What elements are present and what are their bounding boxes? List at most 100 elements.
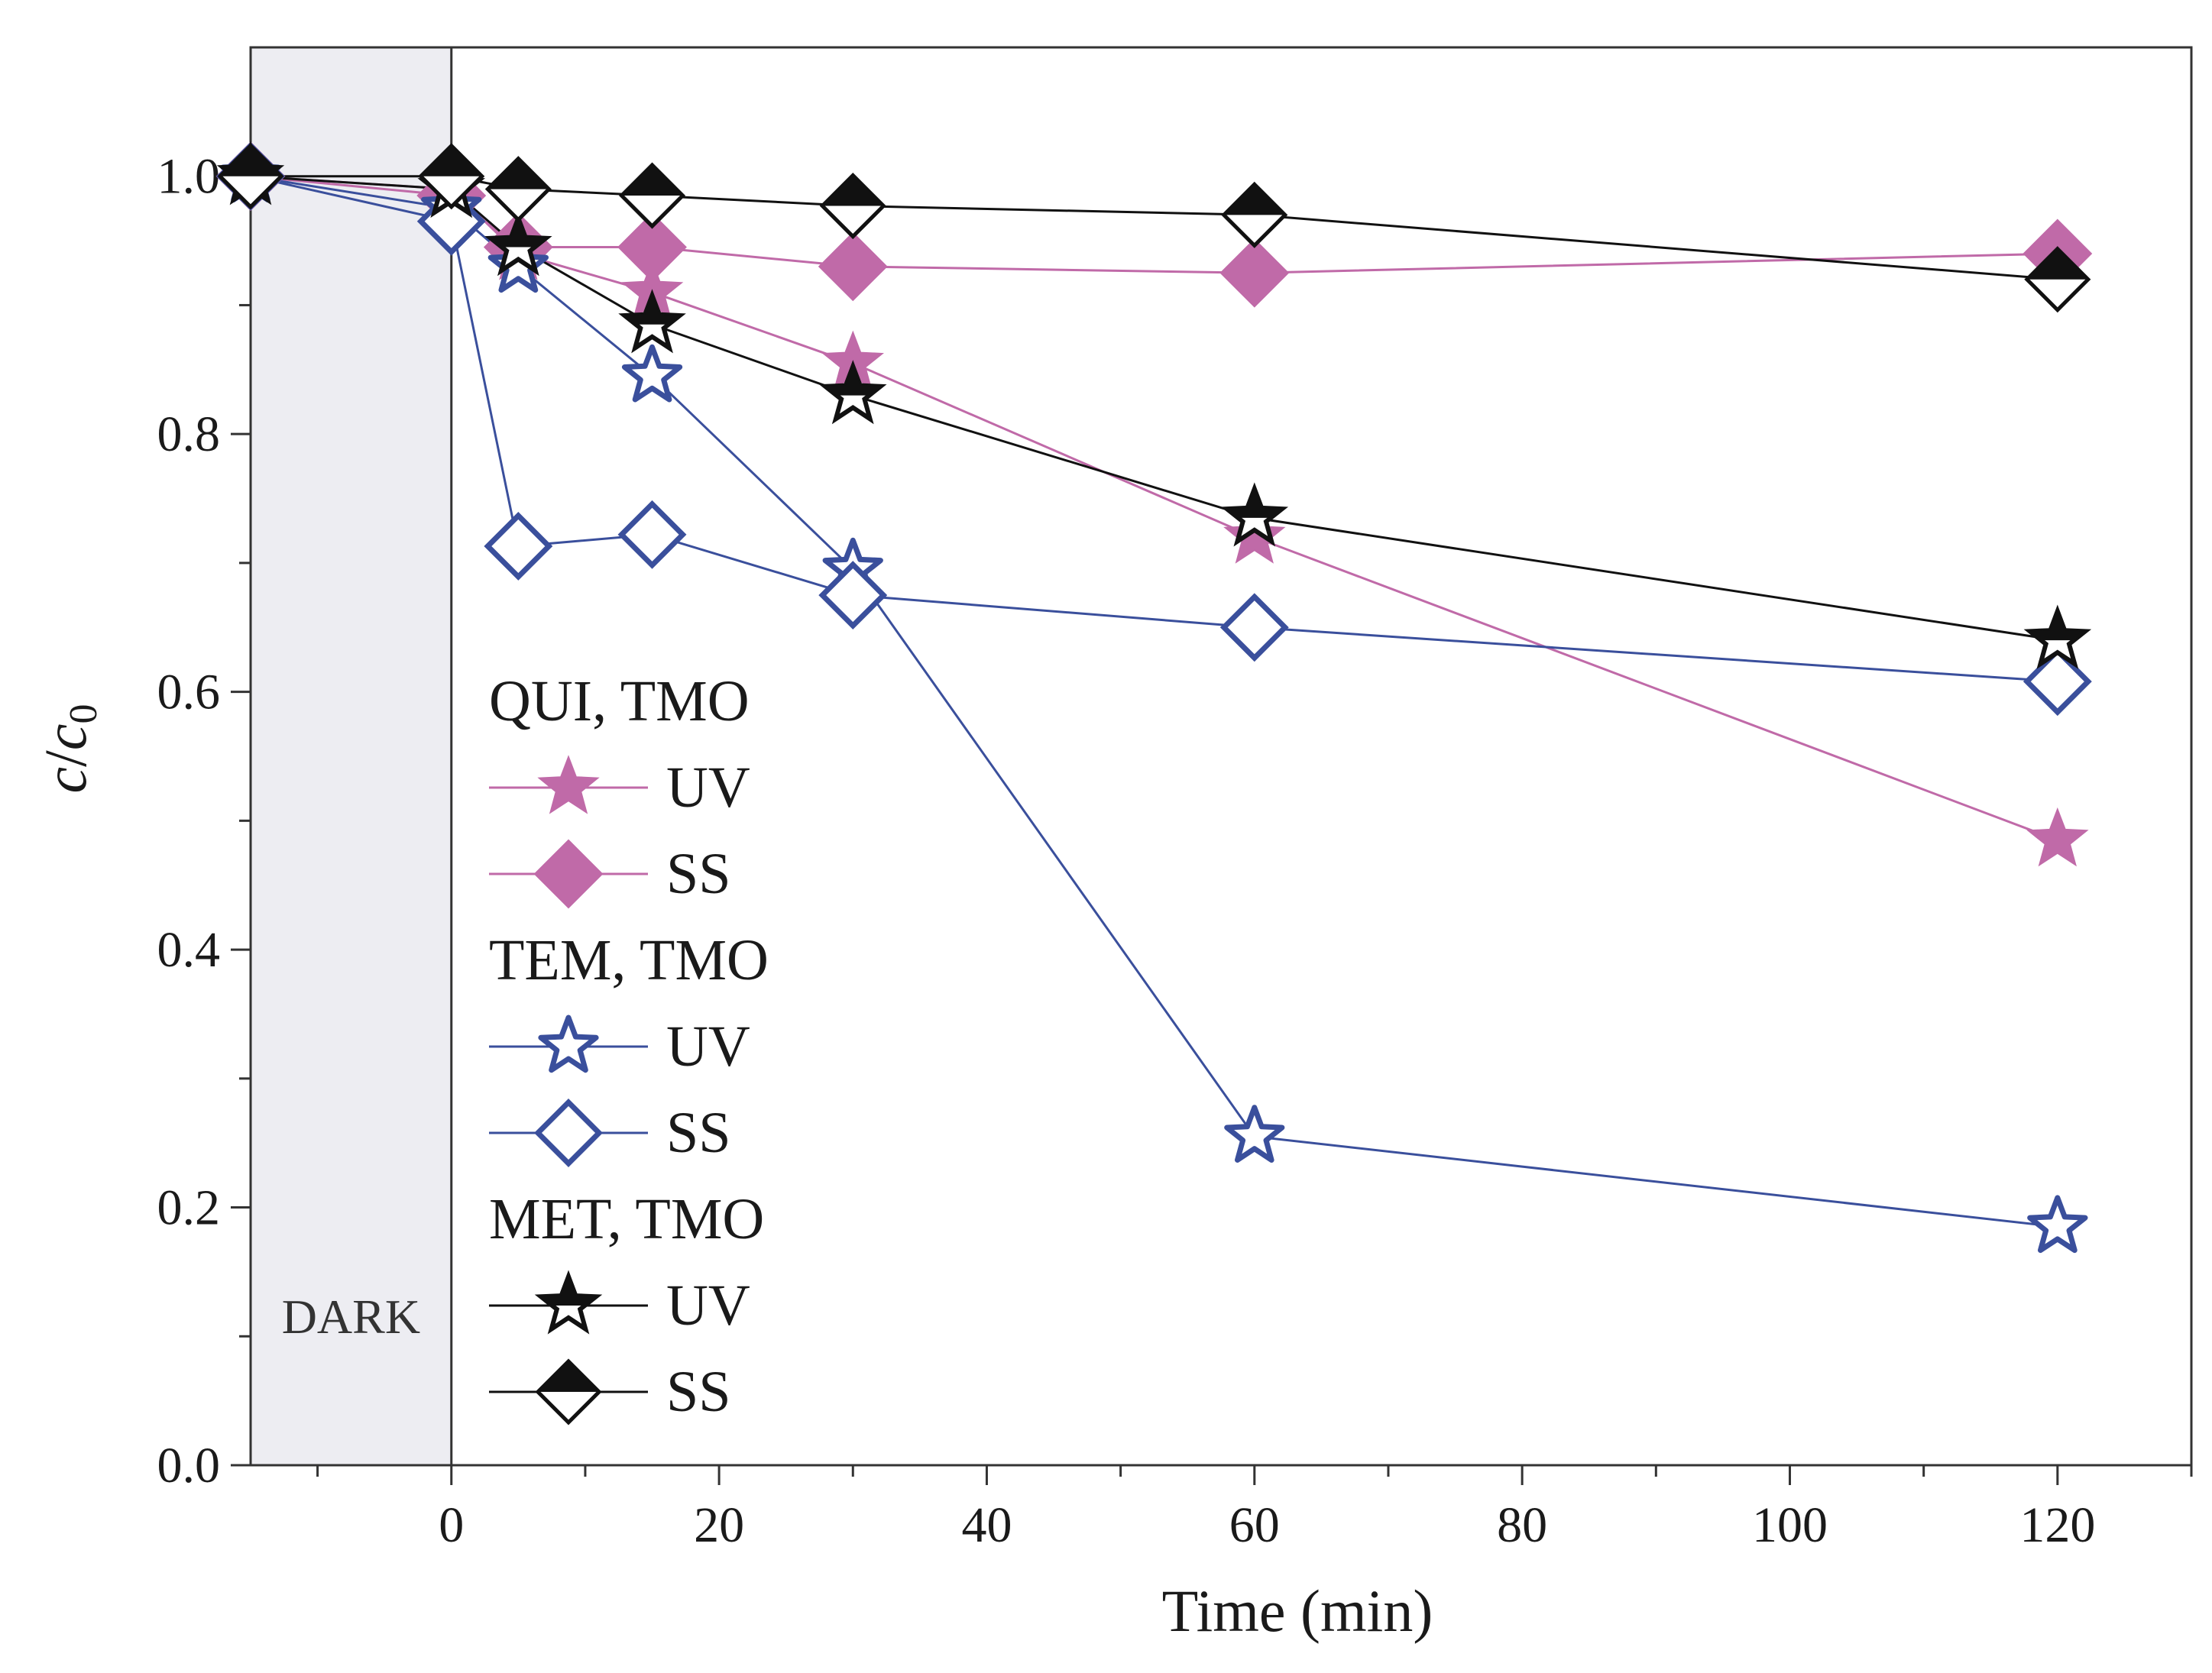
diamond-shape [617, 500, 687, 569]
data-point-s3-2 [484, 512, 553, 581]
y-tick-label: 0.6 [157, 665, 221, 720]
legend-marker [534, 1099, 603, 1167]
legend-marker [535, 1358, 602, 1425]
diamond-shape [617, 212, 687, 282]
legend-group-title: TEM, TMO [489, 928, 769, 992]
y-axis-title-slash: / [32, 750, 99, 767]
diamond-shape [1219, 593, 1289, 662]
legend-marker [534, 1270, 603, 1335]
star-shape [1223, 504, 1286, 564]
star-top-half [2029, 611, 2085, 641]
data-point-s0-5 [1223, 504, 1286, 564]
diamond-shape [1219, 238, 1290, 308]
star-shape [621, 344, 683, 403]
x-tick-label: 20 [694, 1497, 744, 1553]
legend-entry-label: SS [666, 1101, 731, 1165]
star-shape [537, 755, 600, 814]
data-point-s5-6 [2024, 246, 2091, 313]
legend-entry-label: UV [666, 1273, 750, 1338]
diamond-shape [2023, 647, 2092, 717]
star-shape [487, 235, 549, 293]
star-top-half [491, 218, 546, 248]
diamond-top-half [538, 1361, 599, 1392]
diamond-top-half [822, 175, 884, 206]
y-axis-title-c: c [32, 767, 99, 794]
data-point-s4-6 [2023, 604, 2092, 669]
y-axis-title-c0: c [32, 724, 99, 751]
legend-entry-label: SS [666, 842, 731, 906]
data-point-s5-5 [1221, 181, 1288, 248]
diamond-top-half [2026, 248, 2088, 280]
data-point-s4-4 [818, 360, 887, 425]
dark-region [251, 47, 452, 1465]
y-tick-label: 0.0 [157, 1438, 221, 1493]
y-tick-label: 0.8 [157, 406, 221, 462]
plot-frame [249, 46, 2193, 1467]
legend-marker [537, 755, 600, 814]
data-point-s1-4 [818, 231, 888, 302]
data-point-s1-5 [1219, 238, 1290, 308]
data-point-s2-3 [621, 344, 683, 403]
data-point-s1-3 [617, 212, 687, 282]
diamond-top-half [621, 165, 683, 196]
data-point-s4-2 [484, 211, 552, 277]
data-point-s2-5 [1224, 1105, 1285, 1163]
y-axis-title-subscript: 0 [62, 704, 105, 724]
star-top-half [1226, 488, 1282, 518]
star-shape [1224, 1105, 1285, 1163]
data-point-s4-3 [618, 289, 686, 354]
data-point-s5-4 [819, 172, 886, 240]
data-point-s4-5 [1220, 482, 1289, 547]
diamond-top-half [420, 145, 482, 176]
star-shape [2026, 807, 2089, 867]
star-shape [538, 1014, 599, 1073]
legend-group-title: QUI, TMO [489, 669, 750, 733]
x-tick-label: 100 [1752, 1497, 1828, 1553]
y-tick-label: 0.4 [157, 922, 221, 978]
legend-marker [533, 839, 604, 909]
legend-group-title: MET, TMO [489, 1187, 764, 1251]
star-shape [2027, 1195, 2088, 1254]
star-top-half [540, 1277, 597, 1306]
dark-region-label: DARK [282, 1290, 420, 1344]
legend-entry-label: UV [666, 1014, 750, 1079]
data-point-s3-6 [2023, 647, 2092, 717]
series-markers [215, 141, 2093, 1254]
diamond-shape [484, 512, 553, 581]
star-top-half [825, 366, 881, 396]
axis-labels: Time (min)c/c0 [32, 704, 1433, 1644]
x-tick-label: 80 [1497, 1497, 1547, 1553]
y-tick-label: 1.0 [157, 149, 221, 205]
star-top-half [624, 295, 680, 325]
legend-entry-label: SS [666, 1360, 731, 1424]
x-axis-title: Time (min) [1162, 1578, 1433, 1644]
legend: QUI, TMO UV SS TEM, TMO UV SS MET, TMO UV SS [489, 669, 769, 1425]
data-point-s2-2 [487, 235, 549, 293]
plot-background: DARK [251, 47, 453, 1465]
x-tick-label: 40 [961, 1497, 1012, 1553]
data-point-s3-3 [617, 500, 687, 569]
y-tick-label: 0.2 [157, 1180, 221, 1236]
legend-entry-label: UV [666, 756, 750, 820]
diamond-top-half [1223, 184, 1285, 215]
data-point-s5-1 [418, 143, 485, 210]
data-point-s3-5 [1219, 593, 1289, 662]
legend-marker [538, 1014, 599, 1073]
x-tick-label: 120 [2019, 1497, 2095, 1553]
x-tick-label: 0 [439, 1497, 464, 1553]
diamond-shape [533, 839, 604, 909]
data-point-s5-0 [217, 143, 284, 210]
diamond-shape [534, 1099, 603, 1167]
y-axis-title: c/c0 [32, 704, 105, 794]
data-point-s2-6 [2027, 1195, 2088, 1254]
data-point-s5-2 [484, 156, 552, 223]
diamond-shape [818, 561, 888, 630]
x-tick-label: 60 [1229, 1497, 1280, 1553]
axes: 0 20 40 60 80 100 120 0.0 0.2 0.4 0.6 0.8 1.0 [157, 46, 2193, 1553]
diamond-top-half [220, 145, 281, 176]
data-point-s5-3 [618, 162, 686, 229]
diamond-top-half [487, 158, 549, 189]
diamond-shape [818, 231, 888, 302]
data-point-s0-6 [2026, 807, 2089, 867]
